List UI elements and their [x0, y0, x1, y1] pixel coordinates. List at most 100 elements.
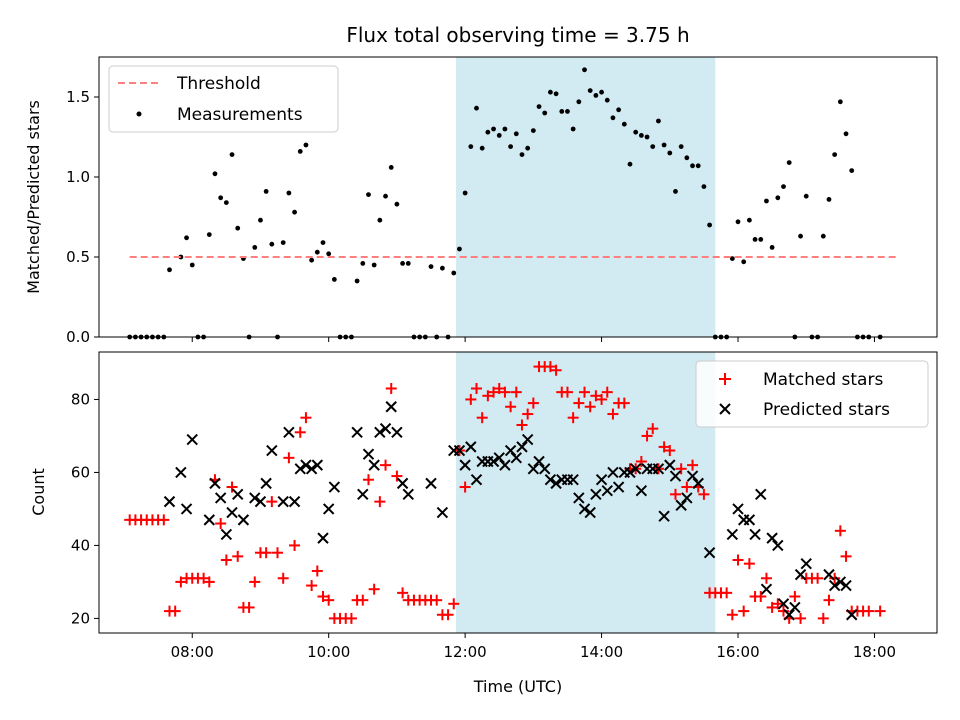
bottom-x-ticks: 08:00 10:00 12:00 14:00 16:00 18:00	[171, 633, 896, 661]
predicted-star-point	[578, 503, 591, 515]
measurement-point	[570, 126, 576, 132]
predicted-star-point	[624, 466, 636, 479]
matched-star-point	[675, 463, 687, 475]
predicted-star-point	[277, 495, 289, 508]
measurement-point	[616, 107, 622, 113]
x-tick-label: 12:00	[444, 643, 487, 661]
measurement-point	[474, 105, 479, 111]
legend-matched-swatch	[719, 373, 731, 385]
predicted-star-point	[453, 444, 466, 457]
predicted-star-point	[487, 455, 500, 468]
x-tick-label: 10:00	[307, 643, 350, 661]
predicted-star-point	[459, 459, 471, 471]
predicted-star-point	[493, 452, 505, 464]
measurement-point	[667, 150, 673, 156]
measurement-point	[786, 160, 792, 166]
predicted-star-point	[266, 444, 278, 457]
matched-star-point	[658, 441, 670, 453]
predicted-star-point	[232, 488, 244, 501]
measurement-point	[542, 110, 548, 116]
matched-star-point	[721, 587, 733, 599]
predicted-star-point	[664, 459, 676, 471]
measurement-point	[184, 235, 189, 241]
predicted-star-point	[254, 495, 267, 508]
predicted-star-point	[368, 459, 380, 471]
matched-star-point	[743, 558, 755, 570]
predicted-star-point	[800, 557, 812, 570]
predicted-star-point	[590, 488, 602, 501]
matched-star-point	[260, 547, 272, 559]
predicted-star-point	[163, 495, 176, 508]
measurement-point	[621, 121, 627, 127]
measurement-point	[292, 209, 297, 215]
matched-star-point	[812, 572, 824, 584]
predicted-star-point	[703, 547, 716, 559]
measurement-point	[366, 192, 371, 198]
predicted-star-point	[686, 470, 699, 482]
measurement-point	[252, 245, 258, 250]
predicted-star-point	[470, 474, 483, 486]
top-axes-frame	[98, 56, 938, 338]
predicted-star-point	[675, 499, 687, 511]
measurement-point	[297, 149, 303, 154]
measurement-point	[656, 118, 661, 124]
measurement-point	[741, 259, 747, 265]
measurement-point	[223, 200, 229, 206]
matched-star-point	[277, 572, 289, 584]
matched-star-point	[232, 550, 244, 562]
predicted-star-point	[305, 463, 318, 475]
x-tick-label: 18:00	[853, 643, 896, 661]
predicted-star-point	[527, 463, 540, 475]
measurement-point	[781, 184, 786, 190]
predicted-star-point	[288, 495, 301, 508]
matched-star-point	[567, 412, 579, 424]
measurement-point	[565, 109, 570, 114]
measurement-point	[627, 161, 633, 167]
measurement-point	[690, 163, 695, 169]
matched-star-point	[817, 612, 829, 624]
matched-star-point	[516, 419, 528, 431]
matched-star-point	[158, 514, 170, 526]
matched-star-point	[618, 397, 630, 409]
measurement-point	[377, 217, 383, 223]
matched-star-point	[760, 572, 772, 584]
measurement-point	[673, 189, 678, 194]
matched-star-point	[669, 488, 681, 500]
legend-predicted-label: Predicted stars	[763, 400, 890, 420]
measurement-point	[457, 246, 462, 252]
matched-star-point	[345, 612, 357, 624]
matched-star-point	[590, 390, 602, 402]
measurement-point	[599, 89, 604, 95]
measurement-point	[206, 232, 212, 238]
predicted-star-point	[214, 492, 227, 504]
measurement-point	[388, 165, 394, 170]
matched-star-point	[607, 408, 619, 420]
predicted-star-point	[294, 463, 306, 475]
predicted-star-point	[550, 477, 562, 490]
measurement-point	[491, 126, 496, 132]
measurement-point	[235, 225, 241, 231]
predicted-star-point	[612, 481, 625, 493]
predicted-star-point	[521, 433, 534, 446]
matched-star-point	[470, 382, 482, 394]
predicted-star-point	[436, 506, 449, 519]
measurement-point	[462, 190, 468, 196]
measurement-point	[479, 145, 485, 151]
predicted-star-point	[766, 532, 778, 544]
matched-star-point	[283, 452, 295, 464]
measurement-point	[309, 257, 315, 263]
measurement-point	[218, 195, 224, 201]
predicted-star-point	[669, 470, 682, 482]
matched-star-point	[317, 591, 329, 603]
legend-measurements-swatch	[136, 111, 142, 117]
top-y-tick-label: 1.0	[66, 168, 90, 186]
matched-star-point	[510, 386, 522, 398]
measurement-point	[502, 126, 508, 132]
matched-star-point	[397, 587, 409, 599]
matched-star-point	[544, 361, 556, 373]
matched-star-point	[874, 605, 886, 617]
predicted-star-point	[516, 441, 528, 453]
measurement-point	[752, 237, 758, 242]
bottom-marks	[124, 361, 886, 624]
